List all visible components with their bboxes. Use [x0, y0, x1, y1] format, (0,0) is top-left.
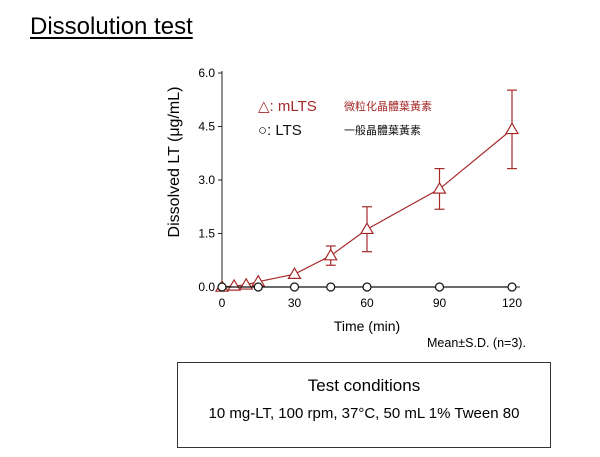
y-tick-label: 4.5: [198, 120, 215, 134]
data-point-circle: [434, 282, 445, 292]
chart-legend: △: mLTS 微粒化晶體葉黃素 ○: LTS 一般晶體葉黃素: [258, 98, 432, 139]
test-conditions-detail: 10 mg-LT, 100 rpm, 37°C, 50 mL 1% Tween …: [208, 405, 520, 422]
data-point-circle: [507, 282, 517, 292]
legend-label-lts-cjk: 一般晶體葉黃素: [344, 123, 421, 137]
y-tick-label: 0.0: [198, 280, 215, 294]
y-tick-label: 1.5: [198, 227, 215, 241]
y-tick-labels: 0.0 1.5 3.0 4.5 6.0: [198, 66, 215, 294]
x-tick-label: 120: [502, 296, 522, 310]
data-point-triangle: [359, 222, 375, 235]
data-point-circle: [253, 282, 263, 292]
data-point-circle: [289, 282, 300, 292]
legend-label-lts: ○: LTS: [258, 122, 302, 139]
y-tick-label: 3.0: [198, 173, 215, 187]
statistics-note: Mean±S.D. (n=3).: [427, 336, 526, 350]
test-conditions-title: Test conditions: [307, 376, 421, 395]
slide-title: Dissolution test: [30, 13, 193, 40]
x-tick-label: 0: [219, 296, 226, 310]
x-tick-label: 30: [288, 296, 302, 310]
y-axis-label: Dissolved LT (μg/mL): [166, 87, 183, 238]
test-conditions-box: Test conditions 10 mg-LT, 100 rpm, 37°C,…: [177, 362, 551, 448]
x-axis-label: Time (min): [334, 318, 400, 334]
data-point-circle: [362, 282, 372, 292]
legend-label-mlts-cjk: 微粒化晶體葉黃素: [344, 99, 432, 113]
x-tick-labels: 0 30 60 90 120: [219, 296, 523, 310]
data-point-triangle: [504, 122, 520, 135]
data-point-triangle: [323, 248, 338, 261]
data-point-circle: [217, 282, 227, 292]
series-mlts: [214, 89, 520, 292]
legend-label-mlts: △: mLTS: [258, 98, 317, 115]
x-tick-label: 90: [433, 296, 447, 310]
x-tick-label: 60: [360, 296, 374, 310]
data-point-triangle: [287, 266, 302, 279]
data-point-circle: [326, 282, 336, 292]
series-lts: [217, 282, 517, 292]
data-point-triangle: [432, 181, 447, 194]
chart-series: [214, 89, 520, 292]
y-tick-label: 6.0: [198, 66, 215, 80]
